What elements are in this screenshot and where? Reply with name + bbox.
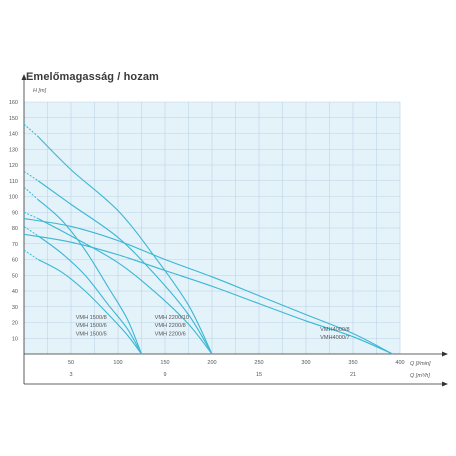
series-dashed-vmh-1500-5 [23, 249, 39, 260]
y-tick-label: 140 [9, 132, 18, 138]
series-label-vmh-2200-8: VMH 2200/8 [155, 323, 186, 329]
series-line-vmh-1500-6 [37, 235, 142, 355]
y-tick-label: 70 [12, 242, 18, 248]
x2-tick-label: 3 [69, 372, 72, 378]
x-tick-label: 250 [254, 360, 263, 366]
series-dashed-vmh-2200-6 [23, 211, 39, 220]
series-dashed-vmh-1500-8 [23, 186, 39, 201]
y-axis-label: H [m] [33, 88, 47, 94]
series-line-vmh4000-8 [23, 218, 393, 355]
y-tick-label: 90 [12, 210, 18, 216]
x-axis-arrow [442, 351, 448, 357]
series-line-vmh-2200-8 [37, 180, 213, 355]
series-line-vmh-2200-10 [37, 136, 213, 355]
y-tick-label: 10 [12, 336, 18, 342]
y-axis-arrow [21, 74, 27, 80]
y-tick-label: 130 [9, 147, 18, 153]
series-line-vmh-2200-6 [37, 218, 213, 355]
series-label-vmh-1500-5: VMH 1500/5 [76, 331, 107, 337]
series-label-vmh4000-8: VMH4000/8 [320, 327, 350, 333]
series-label-vmh4000-7: VMH4000/7 [320, 335, 350, 341]
series-line-vmh-1500-5 [37, 259, 142, 355]
x-axis-label: Q [l/min] [410, 361, 431, 367]
y-tick-label: 100 [9, 195, 18, 201]
y-tick-label: 20 [12, 321, 18, 327]
x-tick-label: 400 [395, 360, 404, 366]
series-label-vmh-1500-6: VMH 1500/6 [76, 323, 107, 329]
y-tick-label: 120 [9, 163, 18, 169]
series-label-vmh-2200-6: VMH 2200/6 [155, 331, 186, 337]
x-tick-label: 150 [160, 360, 169, 366]
y-tick-label: 110 [9, 179, 18, 185]
y-tick-label: 160 [9, 100, 18, 106]
y-tick-label: 40 [12, 289, 18, 295]
y-tick-label: 80 [12, 226, 18, 232]
x2-tick-label: 21 [350, 372, 356, 378]
x-tick-label: 200 [207, 360, 216, 366]
series-line-vmh4000-7 [23, 233, 393, 355]
series-line-vmh-1500-8 [37, 199, 143, 355]
x-tick-label: 50 [68, 360, 74, 366]
y-tick-label: 150 [9, 116, 18, 122]
y-tick-label: 60 [12, 258, 18, 264]
series-dashed-vmh-2200-8 [23, 170, 39, 182]
x2-tick-label: 15 [256, 372, 262, 378]
x2-axis-arrow [442, 381, 448, 387]
x-tick-label: 350 [348, 360, 357, 366]
y-tick-label: 50 [12, 273, 18, 279]
x2-tick-label: 9 [163, 372, 166, 378]
series-label-vmh-1500-8: VMH 1500/8 [76, 315, 107, 321]
y-tick-label: 30 [12, 305, 18, 311]
series-dashed-vmh-2200-10 [23, 123, 39, 138]
chart-title: Emelőmagasság / hozam [26, 71, 159, 83]
x-tick-label: 100 [113, 360, 122, 366]
x2-axis-label: Q [m³/h] [410, 373, 430, 379]
series-label-vmh-2200-10: VMH 2200/10 [155, 315, 189, 321]
x-tick-label: 300 [301, 360, 310, 366]
series-dashed-vmh-1500-6 [23, 226, 39, 237]
